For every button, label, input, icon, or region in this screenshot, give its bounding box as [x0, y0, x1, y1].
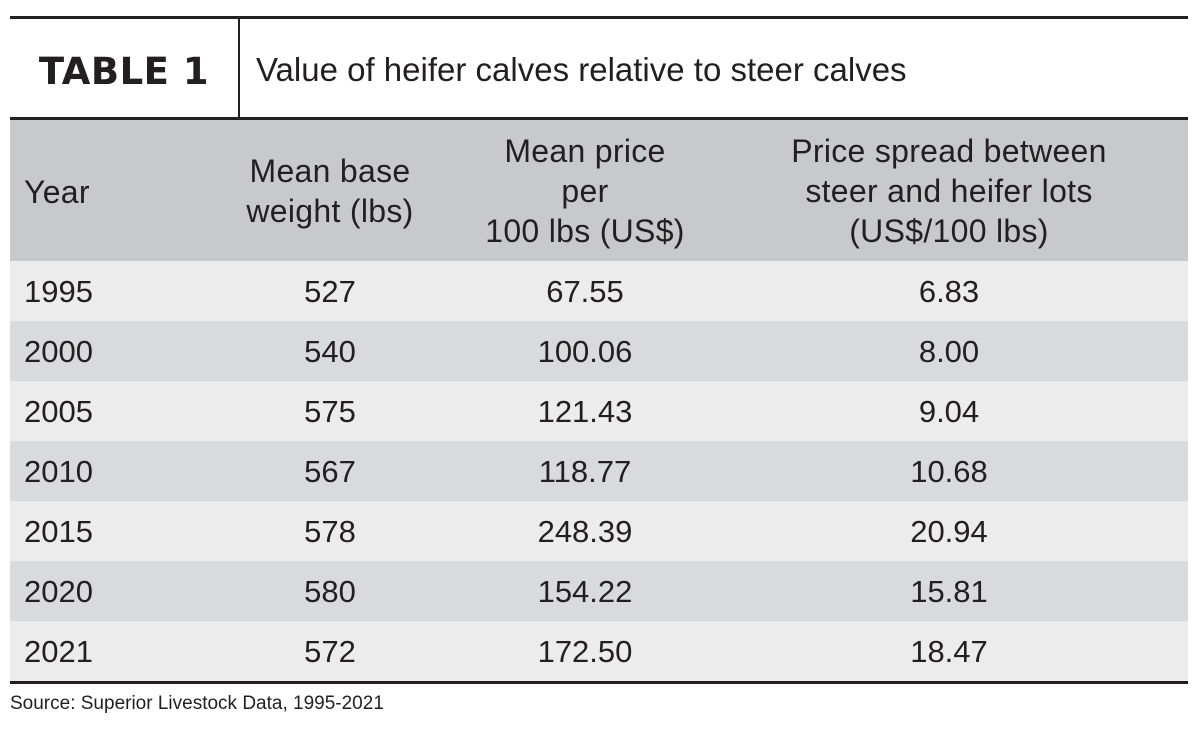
- cell-mean-base-weight: 578: [304, 514, 356, 549]
- cell-mean-base-weight: 540: [304, 334, 356, 369]
- table-row: 2015 578 248.39 20.94: [10, 501, 1188, 561]
- cell-price-spread: 15.81: [910, 574, 988, 609]
- cell-price-spread: 6.83: [918, 274, 980, 309]
- table-row: 2010 567 118.77 10.68: [10, 441, 1188, 501]
- column-header-line: Mean base: [249, 152, 411, 189]
- cell-price-spread: 10.68: [910, 454, 988, 489]
- column-header-line: 100 lbs (US$): [485, 212, 685, 249]
- cell-mean-price: 154.22: [537, 574, 633, 609]
- column-header-line: Price spread between: [791, 132, 1107, 169]
- table-caption: Value of heifer calves relative to steer…: [256, 51, 907, 88]
- cell-mean-price: 172.50: [537, 634, 633, 669]
- cell-year: 2010: [24, 454, 93, 489]
- column-header-line: Year: [24, 173, 90, 210]
- column-header-line: (US$/100 lbs): [849, 212, 1049, 249]
- cell-mean-price: 67.55: [546, 274, 624, 309]
- table-row: 2020 580 154.22 15.81: [10, 561, 1188, 621]
- cell-mean-base-weight: 572: [304, 634, 356, 669]
- cell-mean-price: 100.06: [537, 334, 633, 369]
- cell-price-spread: 9.04: [918, 394, 980, 429]
- bottom-rule: [10, 681, 1188, 684]
- table-row: 1995 527 67.55 6.83: [10, 261, 1188, 321]
- cell-year: 2000: [24, 334, 93, 369]
- table-title-bar: TABLE 1 Value of heifer calves relative …: [10, 16, 1188, 120]
- cell-year: 1995: [24, 274, 93, 309]
- column-header-mean-price: Mean price per 100 lbs (US$): [480, 120, 700, 261]
- cell-year: 2015: [24, 514, 93, 549]
- source-note: Source: Superior Livestock Data, 1995-20…: [10, 693, 384, 714]
- cell-price-spread: 18.47: [910, 634, 988, 669]
- column-header-line: Mean price per: [504, 132, 666, 209]
- cell-mean-base-weight: 527: [304, 274, 356, 309]
- cell-year: 2021: [24, 634, 93, 669]
- cell-price-spread: 8.00: [918, 334, 980, 369]
- cell-mean-price: 118.77: [538, 454, 632, 489]
- cell-mean-price: 248.39: [537, 514, 633, 549]
- table-figure: TABLE 1 Value of heifer calves relative …: [10, 16, 1188, 684]
- cell-year: 2005: [24, 394, 93, 429]
- data-table: Year Mean base weight (lbs) Mean price per 1…: [10, 120, 1188, 681]
- table-row: 2000 540 100.06 8.00: [10, 321, 1188, 381]
- cell-mean-base-weight: 567: [304, 454, 356, 489]
- cell-price-spread: 20.94: [910, 514, 988, 549]
- cell-mean-base-weight: 580: [304, 574, 356, 609]
- column-header-mean-base-weight: Mean base weight (lbs): [160, 120, 480, 261]
- column-header-year: Year: [10, 120, 160, 261]
- cell-mean-price: 121.43: [537, 394, 633, 429]
- table-row: 2021 572 172.50 18.47: [10, 621, 1188, 681]
- table-number-label: TABLE 1: [10, 19, 240, 117]
- cell-mean-base-weight: 575: [304, 394, 356, 429]
- cell-year: 2020: [24, 574, 93, 609]
- table-header-row: Year Mean base weight (lbs) Mean price per 1…: [10, 120, 1188, 261]
- table-row: 2005 575 121.43 9.04: [10, 381, 1188, 441]
- table-body: 1995 527 67.55 6.83 2000 540 100.06 8.00 2005 575…: [10, 261, 1188, 681]
- column-header-line: steer and heifer lots: [805, 172, 1093, 209]
- column-header-line: weight (lbs): [246, 192, 414, 229]
- column-header-price-spread: Price spread between steer and heifer lot…: [700, 120, 1188, 261]
